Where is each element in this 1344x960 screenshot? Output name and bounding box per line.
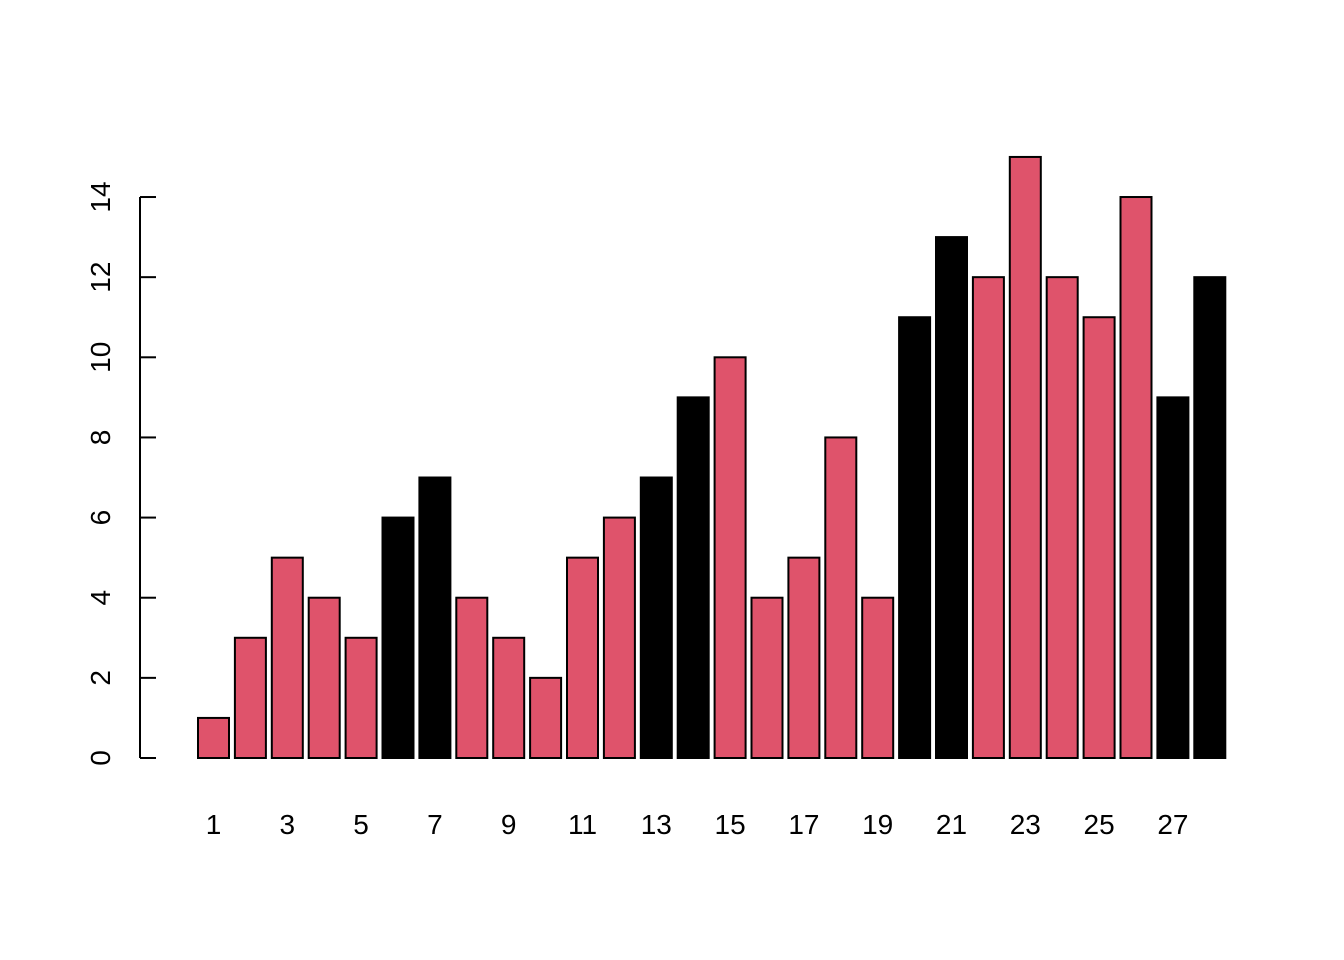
bar-28 (1193, 276, 1227, 759)
bar-18 (824, 436, 858, 759)
bar-9 (492, 636, 526, 759)
x-tick-label: 23 (1010, 809, 1041, 840)
x-tick-label: 15 (715, 809, 746, 840)
bar-2 (233, 636, 267, 759)
bar-5 (344, 636, 378, 759)
bar-21 (935, 236, 968, 759)
bar-11 (566, 556, 599, 760)
bars-group (197, 155, 1227, 760)
x-tick-label: 13 (641, 809, 672, 840)
bar-3 (270, 556, 304, 760)
x-tick-label: 7 (427, 809, 443, 840)
x-tick-label: 17 (788, 809, 819, 840)
y-tick-label: 4 (85, 590, 116, 606)
bar-4 (307, 596, 341, 759)
x-tick-label: 1 (206, 809, 222, 840)
x-axis-labels: 1 3 5 7 9 11 13 15 17 19 21 23 25 27 (206, 809, 1189, 840)
x-tick-label: 5 (353, 809, 369, 840)
bar-8 (455, 596, 489, 759)
y-tick-label: 0 (85, 750, 116, 766)
bar-23 (1008, 155, 1042, 759)
bar-26 (1119, 196, 1153, 759)
bar-13 (639, 476, 673, 759)
bar-20 (898, 316, 932, 759)
bar-6 (381, 516, 415, 760)
bar-24 (1045, 276, 1079, 759)
bar-27 (1156, 396, 1190, 759)
bar-17 (787, 556, 821, 760)
x-tick-label: 27 (1157, 809, 1188, 840)
bar-25 (1082, 316, 1116, 759)
x-tick-label: 21 (936, 809, 967, 840)
y-axis: 0 2 4 6 8 10 12 14 (85, 181, 156, 766)
bar-14 (676, 396, 710, 759)
y-tick-label: 14 (85, 181, 116, 212)
bar-15 (713, 356, 747, 759)
bar-19 (861, 596, 895, 759)
bar-7 (418, 476, 452, 759)
y-tick-label: 10 (85, 342, 116, 373)
x-tick-label: 11 (568, 809, 597, 840)
bar-22 (971, 276, 1005, 759)
x-tick-label: 3 (280, 809, 296, 840)
x-tick-label: 9 (501, 809, 517, 840)
x-tick-label: 19 (862, 809, 893, 840)
y-tick-label: 2 (85, 670, 116, 686)
bar-16 (750, 596, 784, 759)
y-tick-label: 8 (85, 430, 116, 446)
bar-1 (197, 716, 230, 759)
y-tick-label: 6 (85, 510, 116, 526)
bar-10 (529, 676, 563, 759)
x-tick-label: 25 (1084, 809, 1115, 840)
y-tick-label: 12 (85, 262, 116, 293)
bar-12 (602, 516, 636, 760)
